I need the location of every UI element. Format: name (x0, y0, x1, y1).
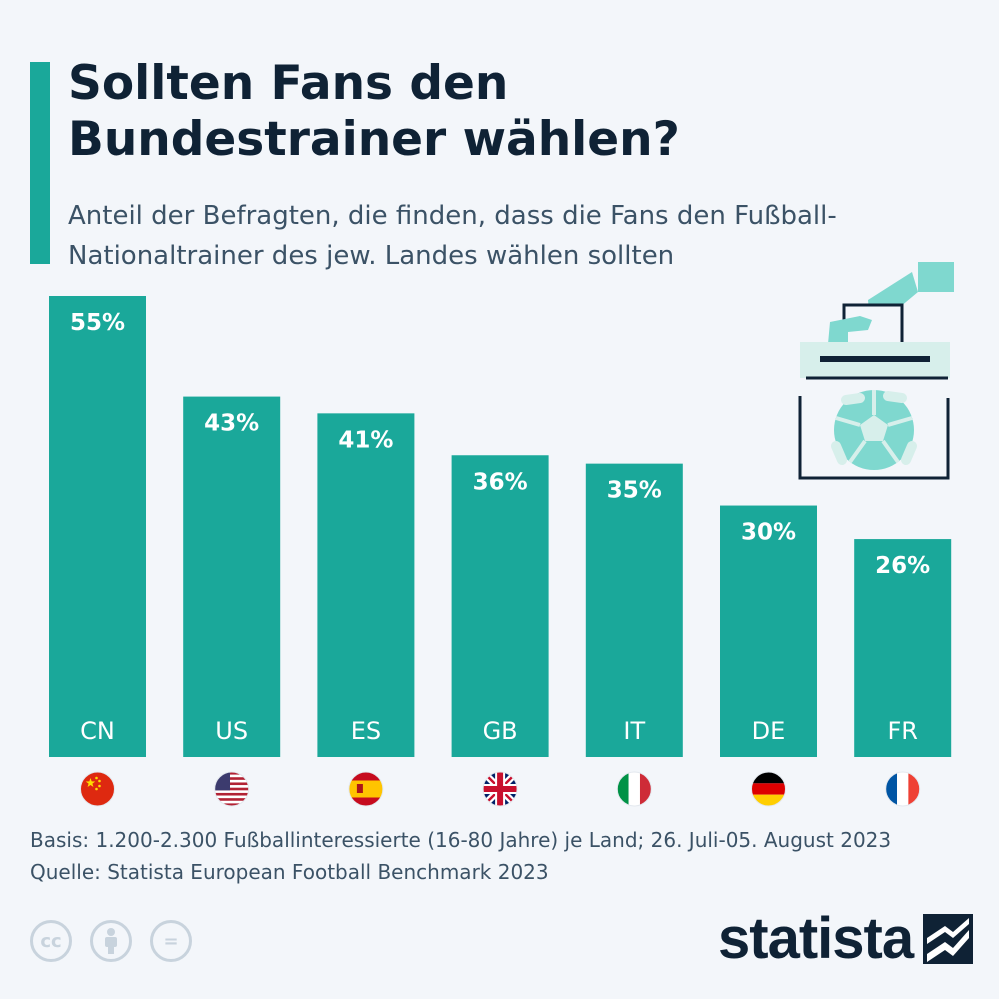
flag-usa-icon (214, 771, 250, 807)
flag-uk-icon (482, 771, 518, 807)
category-label-gb: GB (483, 717, 518, 745)
cc-icon[interactable]: cc (30, 920, 72, 962)
source-note: Quelle: Statista European Football Bench… (30, 860, 549, 884)
bar-fr (854, 539, 952, 757)
flag-france-icon (885, 771, 921, 807)
statista-logo-icon (923, 913, 974, 964)
category-label-de: DE (752, 717, 786, 745)
category-label-fr: FR (887, 717, 917, 745)
by-attribution-icon[interactable] (90, 920, 132, 962)
value-label-us: 43% (204, 411, 259, 437)
value-label-es: 41% (338, 427, 393, 453)
category-label-it: IT (623, 717, 645, 745)
basis-note: Basis: 1.200-2.300 Fußballinteressierte … (30, 828, 892, 852)
flag-china-icon (80, 771, 115, 807)
statista-brand[interactable]: statista (718, 905, 974, 972)
value-label-cn: 55% (70, 310, 125, 336)
chart-title-line-1: Sollten Fans den (68, 56, 509, 111)
flag-italy-icon (616, 771, 652, 807)
flag-germany-icon (751, 771, 786, 807)
bar-cn (49, 296, 146, 757)
footnotes: Basis: 1.200-2.300 Fußballinteressierte … (30, 824, 990, 888)
value-label-fr: 26% (875, 553, 930, 579)
category-label-es: ES (351, 717, 381, 745)
brand-wordmark: statista (718, 906, 914, 971)
person-icon (105, 928, 117, 954)
chart-title-line-2: Bundestrainer wählen? (68, 112, 680, 167)
bar-us (183, 396, 281, 757)
value-label-it: 35% (607, 478, 662, 504)
bar-es (317, 413, 415, 757)
chart-subtitle-line-2: Nationaltrainer des jew. Landes wählen s… (68, 241, 675, 271)
chart-subtitle: Anteil der Befragten, die finden, dass d… (68, 196, 988, 276)
accent-bar (30, 62, 50, 264)
no-derivatives-icon[interactable]: = (150, 920, 192, 962)
bar-gb (451, 455, 549, 757)
bar-de (720, 505, 817, 757)
chart-subtitle-line-1: Anteil der Befragten, die finden, dass d… (68, 201, 837, 231)
no-derivatives-icon-label: = (163, 930, 179, 952)
category-label-us: US (215, 717, 248, 745)
cc-icon-label: cc (40, 930, 62, 952)
value-label-gb: 36% (473, 469, 528, 495)
category-label-cn: CN (80, 717, 115, 745)
chart-title: Sollten Fans den Bundestrainer wählen? (68, 56, 968, 168)
ballot-box-icon (798, 262, 954, 480)
flag-spain-icon (348, 771, 384, 807)
value-label-de: 30% (741, 520, 796, 546)
bar-it (585, 463, 683, 757)
